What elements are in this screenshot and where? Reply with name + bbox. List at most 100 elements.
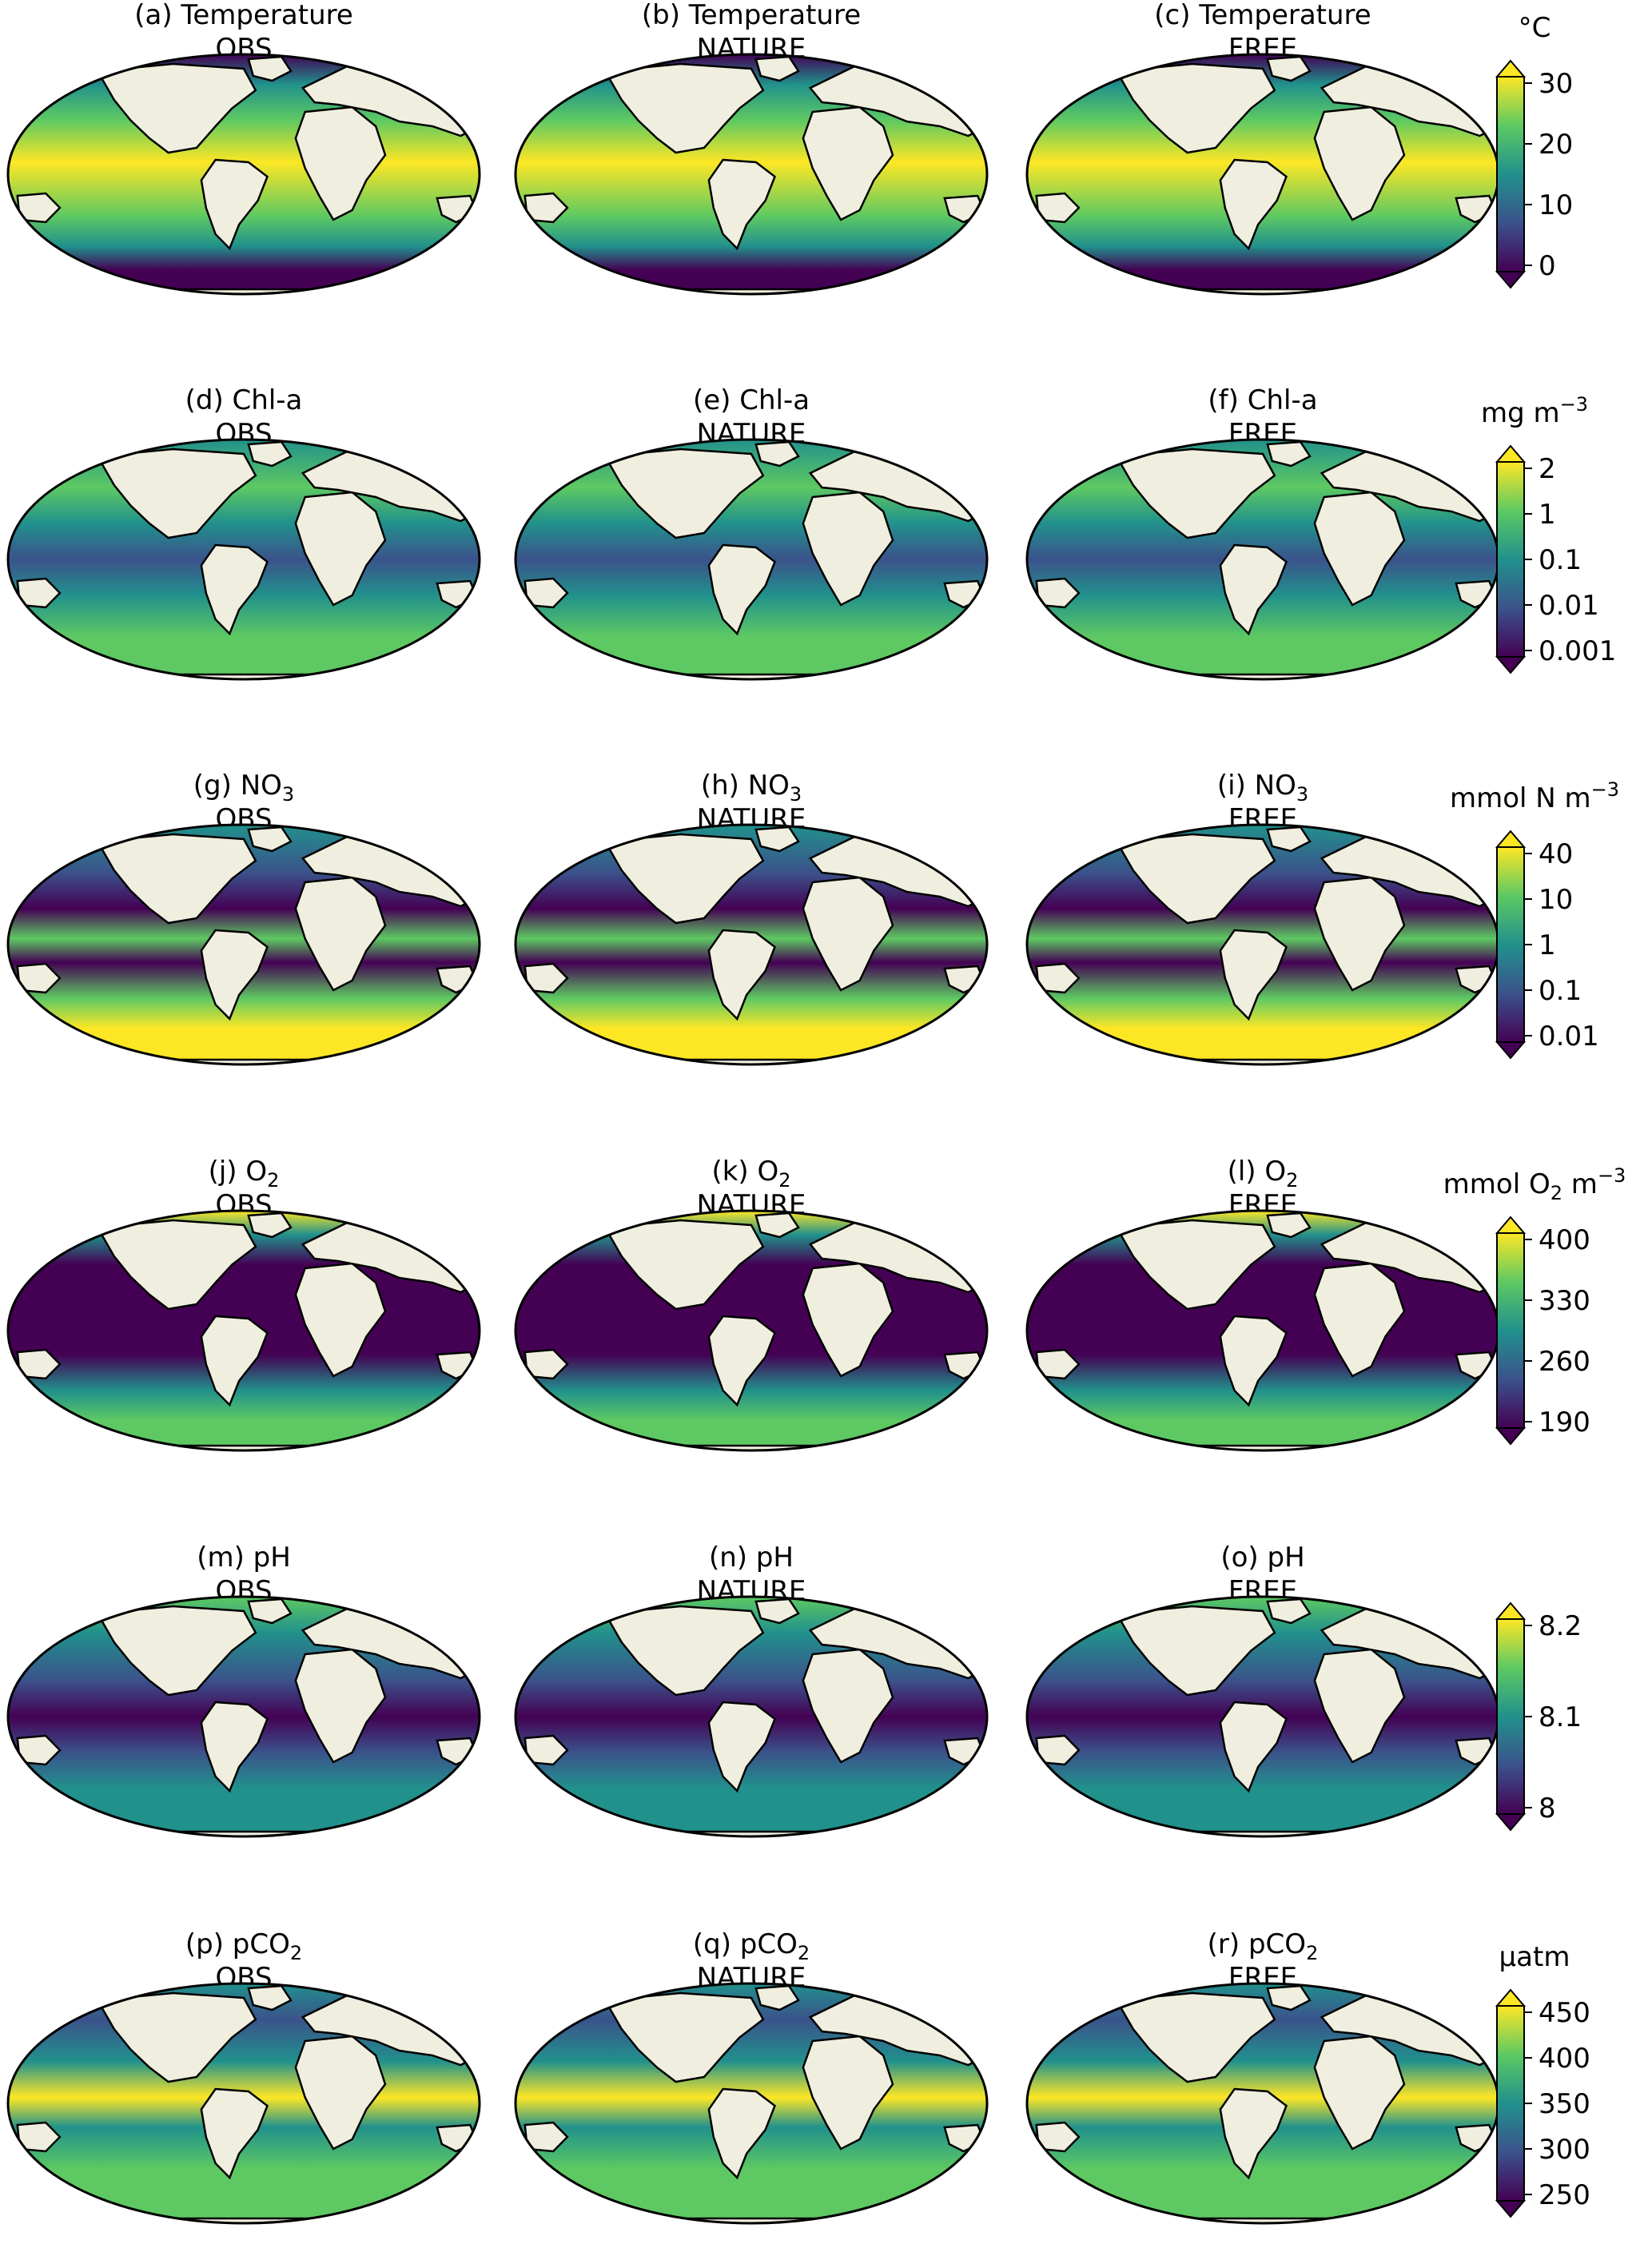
land-southAmerica [1219, 1701, 1288, 1793]
land-africa [1313, 491, 1406, 607]
ocean-field [1027, 1211, 1499, 1450]
map-border [514, 438, 989, 681]
colorbar-tick-label: 0.01 [1539, 590, 1599, 622]
colorbar-extend-max [1495, 1988, 1527, 2007]
panel-title-subscript: 2 [798, 1942, 810, 1964]
ocean-field [1027, 825, 1499, 1064]
ocean-field [8, 54, 480, 294]
colorbar-tick-label: 30 [1539, 68, 1573, 100]
panel-title-text: (m) pH [197, 1542, 291, 1574]
ocean-field [1027, 440, 1499, 679]
panel-title-text: (h) NO [701, 770, 790, 802]
land-africa [1313, 105, 1406, 221]
land-northAmerica [1115, 448, 1276, 539]
land-africa [294, 105, 387, 221]
colorbar-tick-label: 0.001 [1539, 635, 1616, 667]
land-africa [802, 876, 894, 992]
colorbar-unit: µatm [1499, 1941, 1570, 1973]
colorbar-tick-label: 10 [1539, 189, 1573, 221]
colorbar-extend-min [1495, 1041, 1527, 1060]
colorbar-pCO2: µatm 450 400 350 300 250 [1495, 1941, 1590, 2218]
land-southAmerica [200, 929, 269, 1021]
panel-title-text: (o) pH [1220, 1542, 1304, 1574]
colorbar-gradient [1496, 76, 1525, 273]
colorbar-unit: °C [1519, 12, 1551, 44]
panel-title: (j) O2 [209, 1156, 280, 1192]
panel-title: (d) Chl-a [185, 384, 303, 416]
colorbar-NO3: mmol N m−3 40 10 1 0.1 0.01 [1450, 778, 1619, 1060]
colorbar-tick-label: 350 [1539, 2088, 1590, 2120]
colorbar-tick-label: 0 [1539, 250, 1556, 282]
land-southAmerica [707, 1701, 777, 1793]
colorbar-tick-label: 0.1 [1539, 975, 1582, 1007]
land-southAmerica [200, 158, 269, 251]
ocean-field [516, 1211, 987, 1450]
panel-title-text: (f) Chl-a [1208, 384, 1317, 416]
panel-title-text: (e) Chl-a [693, 384, 810, 416]
colorbar-gradient [1496, 1232, 1525, 1429]
land-northAmerica [603, 1219, 765, 1311]
land-southAmerica [200, 543, 269, 636]
land-greenland [1266, 826, 1312, 853]
colorbar-tick-label: 0.1 [1539, 544, 1582, 576]
map-border [6, 1209, 481, 1452]
colorbar-gradient [1496, 1618, 1525, 1815]
land-africa [802, 491, 894, 607]
land-greenland [754, 440, 800, 468]
panel-title-text: (n) pH [709, 1542, 794, 1574]
panel-title-subscript: 2 [778, 1169, 790, 1192]
panel-title-subscript: 2 [290, 1942, 302, 1964]
colorbar-extend-max [1495, 830, 1527, 848]
map-border [514, 1209, 989, 1452]
map-border [6, 1595, 481, 1838]
land-africa [802, 105, 894, 221]
ocean-field [1027, 1597, 1499, 1836]
land-northAmerica [1115, 1605, 1276, 1697]
panel-title-text: (r) pCO [1208, 1928, 1306, 1960]
ocean-field [8, 825, 480, 1064]
ocean-field [516, 54, 987, 294]
land-africa [1313, 1648, 1406, 1764]
colorbar-tick-label: 190 [1539, 1407, 1590, 1438]
colorbar-extend-max [1495, 444, 1527, 463]
colorbar-extend-max [1495, 1216, 1527, 1234]
panel-title-text: (g) NO [193, 770, 282, 802]
land-africa [294, 1262, 387, 1378]
ocean-field [8, 1597, 480, 1836]
colorbar-Temperature: °C 30 20 10 0 [1495, 12, 1573, 289]
colorbar-extend-min [1495, 1427, 1527, 1446]
land-southAmerica [707, 929, 777, 1021]
land-africa [802, 2035, 894, 2151]
panel-title-text: (d) Chl-a [185, 384, 303, 416]
colorbar-extend-max [1495, 1601, 1527, 1620]
land-northAmerica [96, 62, 257, 154]
land-africa [294, 491, 387, 607]
land-africa [1313, 2035, 1406, 2151]
colorbar-tick-label: 0.01 [1539, 1021, 1599, 1052]
land-northAmerica [603, 448, 765, 539]
panel-title-subscript: 3 [1296, 783, 1308, 806]
map-border [6, 823, 481, 1066]
panel-title-text: (q) pCO [693, 1928, 798, 1960]
colorbar-tick-label: 1 [1539, 929, 1556, 961]
land-africa [1313, 876, 1406, 992]
panel-title: (a) Temperature [134, 0, 353, 31]
colorbar-O2: mmol O2 m−3 400 330 260 190 [1443, 1164, 1626, 1446]
colorbar-extend-max [1495, 59, 1527, 78]
panel-title-text: (c) Temperature [1154, 0, 1371, 31]
land-northAmerica [1115, 1219, 1276, 1311]
land-northAmerica [96, 1991, 257, 2083]
land-africa [802, 1262, 894, 1378]
ocean-field [1027, 54, 1499, 294]
land-southAmerica [1219, 2087, 1288, 2180]
land-southAmerica [1219, 158, 1288, 251]
